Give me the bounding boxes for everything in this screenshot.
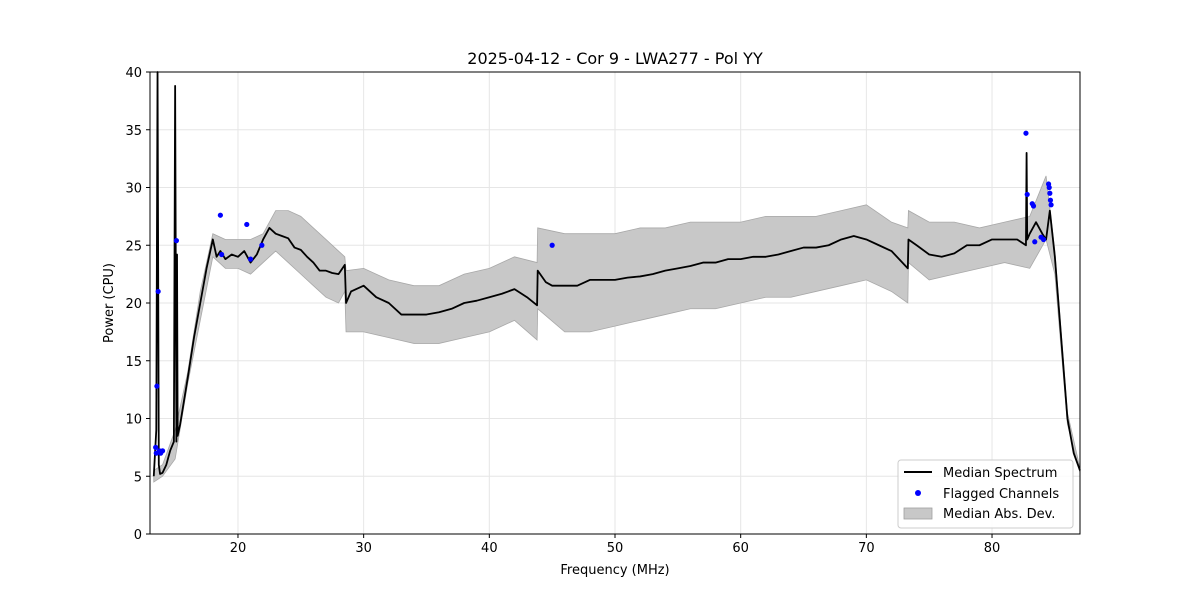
median-spectrum-line <box>152 71 1081 477</box>
x-tick-label: 40 <box>481 541 498 556</box>
legend-marker-swatch <box>915 490 921 496</box>
x-axis-label: Frequency (MHz) <box>560 563 669 578</box>
flagged-channel-point <box>155 288 161 295</box>
flagged-channel-point <box>219 251 225 258</box>
flagged-channel-point <box>153 444 159 450</box>
y-axis-label: Power (CPU) <box>102 263 117 343</box>
y-tick-label: 0 <box>134 528 142 543</box>
flagged-channel-point <box>1030 203 1037 209</box>
flagged-channel-point <box>159 448 166 454</box>
x-tick-label: 80 <box>984 541 1001 556</box>
y-tick-label: 25 <box>125 239 142 254</box>
legend-label-median-abs-dev: Median Abs. Dev. <box>943 507 1055 522</box>
flagged-channel-point <box>1032 239 1038 245</box>
flagged-channel-point <box>247 256 254 262</box>
x-tick-label: 20 <box>230 541 247 556</box>
x-tick-label: 60 <box>732 541 749 556</box>
flagged-channels-layer <box>153 130 1054 456</box>
flagged-channel-point <box>1040 236 1047 243</box>
y-tick-label: 10 <box>125 413 142 428</box>
flagged-channel-point <box>1023 130 1029 136</box>
flagged-channel-point <box>1024 191 1030 198</box>
y-axis-ticks: 0 5 10 15 20 25 30 35 40 <box>125 66 150 543</box>
flagged-channel-point <box>173 238 179 244</box>
flagged-channel-point <box>1048 202 1054 208</box>
legend-band-swatch <box>903 507 933 520</box>
flagged-channel-point <box>1047 190 1053 196</box>
y-tick-label: 40 <box>125 66 142 81</box>
x-tick-label: 70 <box>858 541 875 556</box>
legend: Median Spectrum Flagged Channels Median … <box>897 459 1074 529</box>
flagged-channel-point <box>217 212 223 218</box>
legend-label-median-spectrum: Median Spectrum <box>943 466 1057 481</box>
x-tick-label: 50 <box>607 541 624 556</box>
flagged-channel-point <box>244 221 250 228</box>
x-tick-label: 30 <box>355 541 372 556</box>
y-tick-label: 20 <box>125 297 142 312</box>
x-axis-ticks: 20 30 40 50 60 70 80 <box>230 534 1001 556</box>
y-tick-label: 5 <box>134 470 142 485</box>
legend-label-flagged-channels: Flagged Channels <box>943 487 1059 502</box>
flagged-channel-point <box>1046 184 1052 191</box>
chart-title: 2025-04-12 - Cor 9 - LWA277 - Pol YY <box>467 49 763 68</box>
flagged-channel-point <box>259 242 265 248</box>
flagged-channel-point <box>154 383 160 389</box>
flagged-channel-point <box>549 242 555 248</box>
legend-box <box>897 459 1074 529</box>
median-spectrum-layer <box>152 71 1081 477</box>
y-tick-label: 30 <box>125 182 142 197</box>
y-tick-label: 15 <box>125 355 142 370</box>
plot-area <box>149 71 1081 535</box>
flagged-channel-point <box>1047 197 1054 203</box>
y-tick-label: 35 <box>125 124 142 139</box>
